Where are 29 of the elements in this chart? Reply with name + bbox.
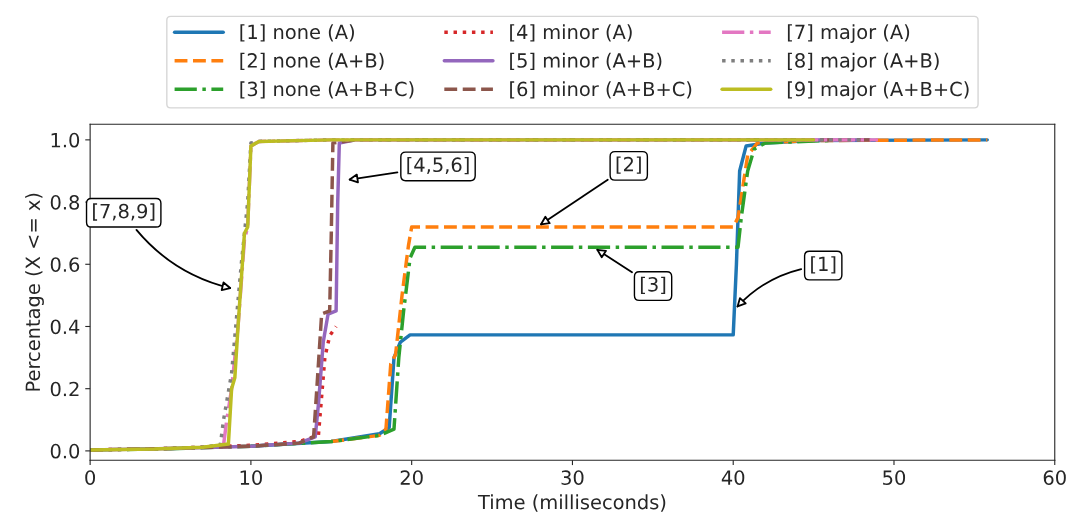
legend-label: [4] minor (A): [510, 24, 632, 42]
x-axis-title: Time (milliseconds): [477, 494, 666, 512]
legend-label: [6] minor (A+B+C): [510, 81, 692, 99]
legend-label: [9] major (A+B+C): [787, 81, 969, 101]
legend-label: [2] none (A+B): [240, 52, 384, 71]
annotation: [4,5,6]: [407, 157, 469, 175]
legend-label: [5] minor (A+B): [510, 52, 662, 71]
y-tick-label: 0.0: [50, 443, 80, 459]
y-tick-label: 0.8: [50, 195, 80, 210]
x-tick-label: 0: [85, 470, 96, 485]
x-tick-label: 30: [561, 470, 584, 485]
x-tick-label: 10: [240, 470, 262, 485]
annotation: [3]: [640, 276, 666, 294]
y-axis-title: Percentage (X <= x): [25, 193, 44, 391]
legend-label: [8] major (A+B): [787, 52, 939, 72]
annotation: [7,8,9]: [93, 203, 155, 221]
x-tick-label: 40: [721, 470, 745, 485]
x-tick-label: 20: [400, 470, 423, 485]
legend-label: [1] none (A): [240, 24, 354, 42]
annotation: [1]: [811, 256, 836, 274]
annotation: [2]: [616, 156, 641, 174]
legend-label: [7] major (A): [787, 24, 910, 44]
legend-label: [3] none (A+B+C): [240, 81, 414, 99]
y-tick-label: 0.2: [50, 381, 79, 397]
x-tick-label: 60: [1043, 470, 1066, 485]
y-tick-label: 1.0: [51, 132, 80, 148]
x-tick-label: 50: [883, 470, 906, 485]
y-tick-label: 0.4: [50, 319, 80, 335]
y-tick-label: 0.6: [50, 257, 80, 272]
